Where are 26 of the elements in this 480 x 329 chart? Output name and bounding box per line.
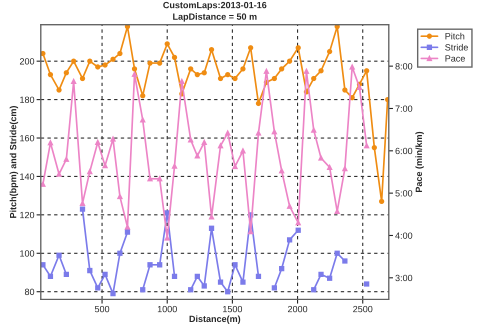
chart-subtitle: LapDistance = 50 m (173, 13, 257, 22)
y-axis-title: Pitch(bpm) and Stride(cm) (10, 106, 18, 218)
y-tick-label: 120 (20, 212, 34, 218)
x-tick-label: 500 (94, 306, 110, 312)
y2-tick-label: 5:00 (395, 190, 412, 197)
y-tick-label: 160 (20, 134, 34, 142)
legend-label: Stride (445, 44, 468, 51)
y-tick-label: 200 (20, 58, 34, 65)
y-tick-label: 100 (20, 250, 34, 257)
x-tick-label: 2500 (353, 306, 372, 312)
legend-label: Pitch (446, 32, 464, 40)
y2-axis-title: Pace (min/km) (415, 132, 424, 192)
y2-tick-label: 3:00 (395, 274, 412, 282)
y2-tick-label: 8:00 (395, 63, 412, 70)
y2-tick-label: 4:00 (395, 232, 412, 239)
y2-tick-label: 6:00 (396, 148, 412, 154)
x-axis-title: Distance(m) (190, 315, 240, 324)
chart-title: CustomLaps:2013-01-16 (163, 2, 266, 10)
y-tick-label: 180 (20, 96, 34, 103)
legend-label: Pace (446, 55, 465, 62)
y2-tick-label: 7:00 (396, 105, 412, 112)
x-tick-label: 1000 (158, 306, 177, 312)
x-tick-label: 1500 (223, 306, 242, 312)
y-tick-label: 80 (24, 288, 34, 296)
y-tick-label: 140 (20, 173, 34, 180)
x-tick-label: 2000 (288, 306, 308, 312)
